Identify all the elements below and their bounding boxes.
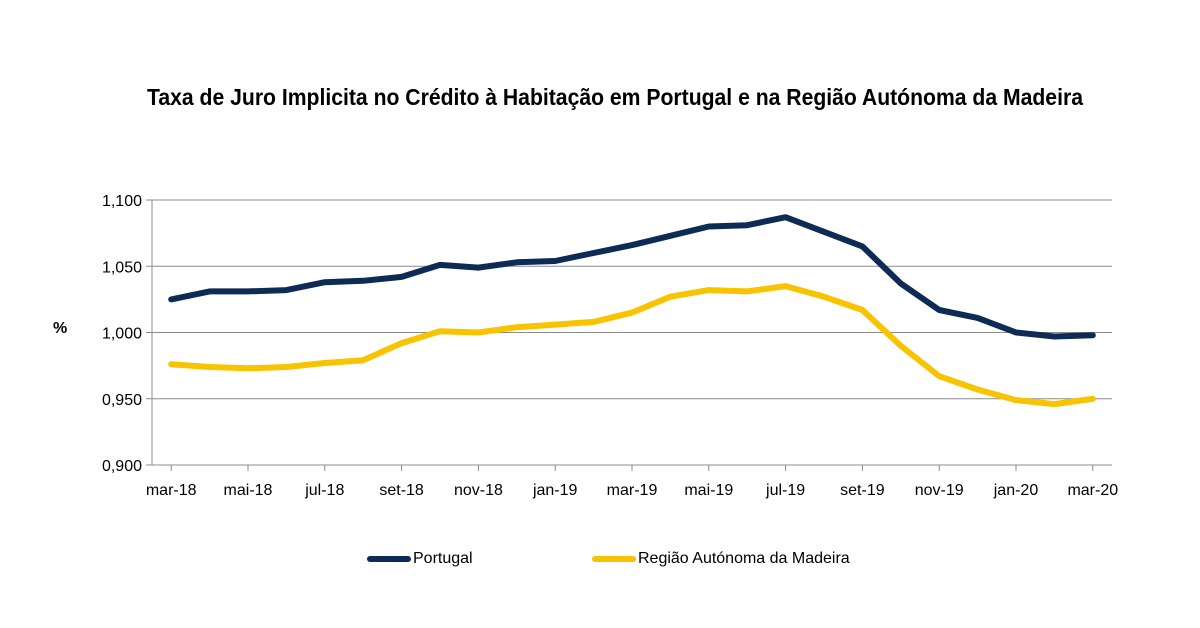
y-tick-label: 1,050: [102, 259, 142, 276]
x-tick-label: jan-20: [993, 482, 1039, 499]
x-tick-label: mai-19: [684, 482, 733, 499]
legend-swatch-portugal: [367, 556, 411, 562]
x-tick-label: jul-18: [304, 482, 344, 499]
legend-item-madeira: Região Autónoma da Madeira: [592, 550, 850, 568]
y-axis-label: %: [53, 320, 68, 337]
x-tick-label: mar-18: [146, 482, 197, 499]
x-tick-label: mar-20: [1067, 482, 1118, 499]
axes: [146, 199, 1112, 471]
gridlines: [152, 199, 1112, 400]
series-line-madeira: [168, 283, 1096, 408]
x-tick-label: mai-18: [224, 482, 273, 499]
legend-label-madeira: Região Autónoma da Madeira: [638, 550, 850, 567]
x-tick-label: set-18: [379, 482, 424, 499]
legend-label-portugal: Portugal: [413, 550, 473, 567]
chart-title: Taxa de Juro Implicita no Crédito à Habi…: [147, 84, 1083, 110]
x-tick-label: jul-19: [765, 482, 805, 499]
y-tick-label: 1,000: [102, 326, 142, 343]
x-tick-labels: mar-18 mai-18 jul-18 set-18 nov-18 jan-19 mar-…: [146, 482, 1118, 499]
x-tick-label: mar-19: [607, 482, 658, 499]
y-tick-label: 0,900: [102, 458, 142, 475]
series-lines: [168, 214, 1096, 408]
x-tick-label: nov-18: [454, 482, 503, 499]
y-tick-label: 1,100: [102, 193, 142, 210]
x-tick-label: jan-19: [532, 482, 578, 499]
x-tick-label: set-19: [840, 482, 885, 499]
y-tick-label: 0,950: [102, 392, 142, 409]
y-tick-labels: 0,900 0,950 1,000 1,050 1,100: [102, 193, 142, 475]
series-line-portugal: [168, 214, 1096, 340]
x-tick-label: nov-19: [915, 482, 964, 499]
legend-item-portugal: Portugal: [367, 550, 473, 568]
legend-swatch-madeira: [592, 556, 636, 562]
